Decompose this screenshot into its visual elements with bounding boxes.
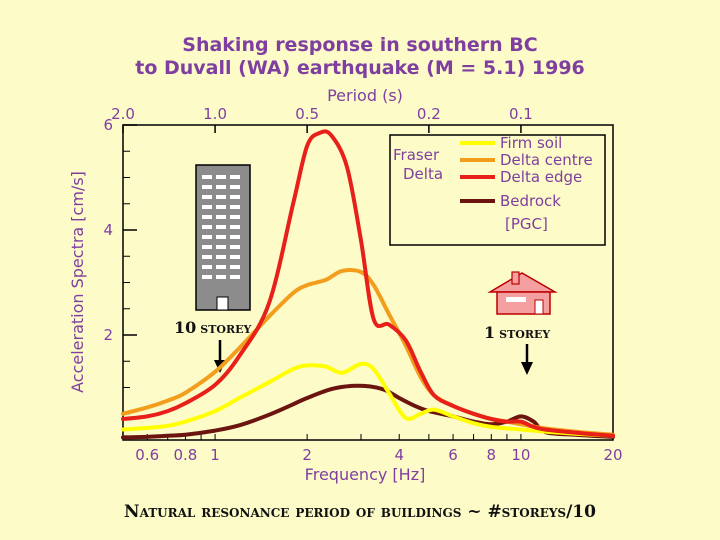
y-tick-label: 6 bbox=[103, 116, 113, 134]
x-tick-label: 0.6 bbox=[135, 446, 159, 464]
x-tick-label: 2 bbox=[302, 446, 312, 464]
top-tick-label: 2.0 bbox=[111, 105, 135, 123]
top-tick-label: 1.0 bbox=[203, 105, 227, 123]
house-arrow bbox=[521, 344, 533, 375]
legend-label: Firm soil bbox=[500, 134, 562, 152]
top-axis-label: Period (s) bbox=[327, 86, 403, 105]
tall-building-label: 10 storey bbox=[174, 318, 252, 337]
series-line-firm-soil bbox=[121, 361, 615, 438]
y-minor-ticks bbox=[123, 150, 130, 415]
top-tick-label: 0.5 bbox=[295, 105, 319, 123]
y-tick-label: 2 bbox=[103, 326, 113, 344]
x-tick-label: 6 bbox=[448, 446, 458, 464]
y-axis-label: Acceleration Spectra [cm/s] bbox=[68, 171, 87, 393]
x-tick-label: 20 bbox=[603, 446, 622, 464]
top-tick-label: 0.1 bbox=[509, 105, 533, 123]
legend-label: Bedrock bbox=[500, 192, 561, 210]
x-tick-label: 4 bbox=[394, 446, 404, 464]
x-tick-label: 1 bbox=[210, 446, 220, 464]
house-icon bbox=[487, 271, 558, 315]
y-tick-label: 4 bbox=[103, 221, 113, 239]
chart-title-line-2: to Duvall (WA) earthquake (M = 5.1) 1996 bbox=[135, 57, 585, 79]
caption: Natural resonance period of buildings ~ … bbox=[124, 502, 596, 522]
house-label: 1 storey bbox=[484, 323, 550, 342]
legend-label: Delta edge bbox=[500, 168, 582, 186]
legend-group-label-1: Fraser bbox=[393, 146, 440, 164]
series-layer bbox=[121, 129, 615, 440]
top-tick-label: 0.2 bbox=[417, 105, 441, 123]
chart-title-line-1: Shaking response in southern BC bbox=[182, 34, 538, 56]
top-ticks: 2.0 1.0 0.5 0.2 0.1 bbox=[111, 105, 533, 133]
legend-label: Delta centre bbox=[500, 151, 593, 169]
legend-box bbox=[389, 134, 606, 246]
series-line-delta-edge bbox=[121, 129, 615, 438]
x-ticks: 0.6 0.8 1 2 4 6 8 10 20 bbox=[135, 434, 623, 464]
tall-building-icon bbox=[195, 164, 251, 311]
x-axis-label: Frequency [Hz] bbox=[305, 465, 426, 484]
y-ticks: 2 4 6 bbox=[103, 116, 137, 344]
x-tick-label: 10 bbox=[511, 446, 530, 464]
x-tick-label: 0.8 bbox=[174, 446, 198, 464]
legend-bedrock-note: [PGC] bbox=[505, 215, 548, 233]
legend-group-label-2: Delta bbox=[403, 165, 443, 183]
x-tick-label: 8 bbox=[487, 446, 497, 464]
